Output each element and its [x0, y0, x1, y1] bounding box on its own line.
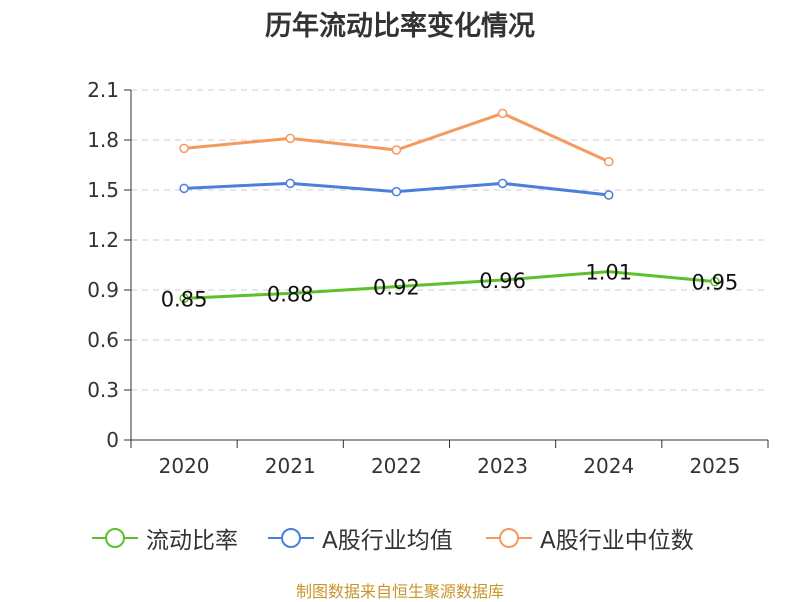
x-tick-label: 2023 [477, 454, 528, 478]
data-point [179, 293, 189, 304]
legend-item-industry-median[interactable]: A股行业中位数 [486, 518, 694, 558]
legend-label: 流动比率 [146, 528, 238, 554]
legend-line-icon [92, 528, 138, 548]
legend-line-icon [486, 528, 532, 548]
data-label: 0.95 [692, 271, 739, 295]
data-point [179, 143, 189, 154]
y-tick-label: 0.9 [87, 278, 119, 302]
y-tick-label: 0.3 [87, 378, 119, 402]
data-source-note: 制图数据来自恒生聚源数据库 [295, 582, 504, 601]
legend-line-icon [268, 528, 314, 548]
x-tick-label: 2025 [689, 454, 740, 478]
legend-item-industry-average[interactable]: A股行业均值 [268, 518, 453, 558]
x-tick-label: 2020 [159, 454, 210, 478]
data-point [497, 178, 508, 189]
data-point [604, 156, 614, 167]
data-point [179, 183, 189, 194]
data-point [285, 133, 295, 144]
series-line [184, 270, 716, 300]
data-point [391, 186, 402, 197]
x-tick-label: 2021 [265, 454, 316, 478]
chart-title: 历年流动比率变化情况 [265, 11, 535, 42]
data-point [391, 145, 402, 155]
x-tick-label: 2022 [371, 454, 422, 478]
line-chart: 0 0.3 0.6 0.9 1.2 1.5 1.8 2.1 2020 2021 2022 2023 20… [87, 78, 769, 478]
y-tick-label: 1.5 [87, 178, 119, 202]
data-point [285, 178, 295, 189]
legend-item-current-ratio[interactable]: 流动比率 [92, 518, 238, 558]
y-tick-label: 1.8 [87, 128, 119, 152]
data-label: 0.92 [373, 276, 420, 300]
y-tick-label: 2.1 [87, 78, 119, 102]
y-tick-label: 0.6 [87, 328, 119, 352]
chart-legend: 流动比率 A股行业均值 A股行业中位数 [0, 518, 800, 558]
data-label: 0.88 [267, 282, 314, 306]
y-tick-label: 1.2 [87, 228, 119, 252]
legend-label: A股行业均值 [322, 528, 453, 554]
x-tick-label: 2024 [583, 454, 634, 478]
data-label: 1.01 [585, 261, 632, 285]
legend-label: A股行业中位数 [540, 528, 694, 554]
data-label: 0.85 [161, 287, 208, 311]
y-tick-label: 0 [106, 428, 119, 452]
data-point [497, 108, 508, 119]
data-point [710, 276, 720, 287]
data-label: 0.96 [479, 269, 526, 293]
data-point [604, 190, 614, 200]
